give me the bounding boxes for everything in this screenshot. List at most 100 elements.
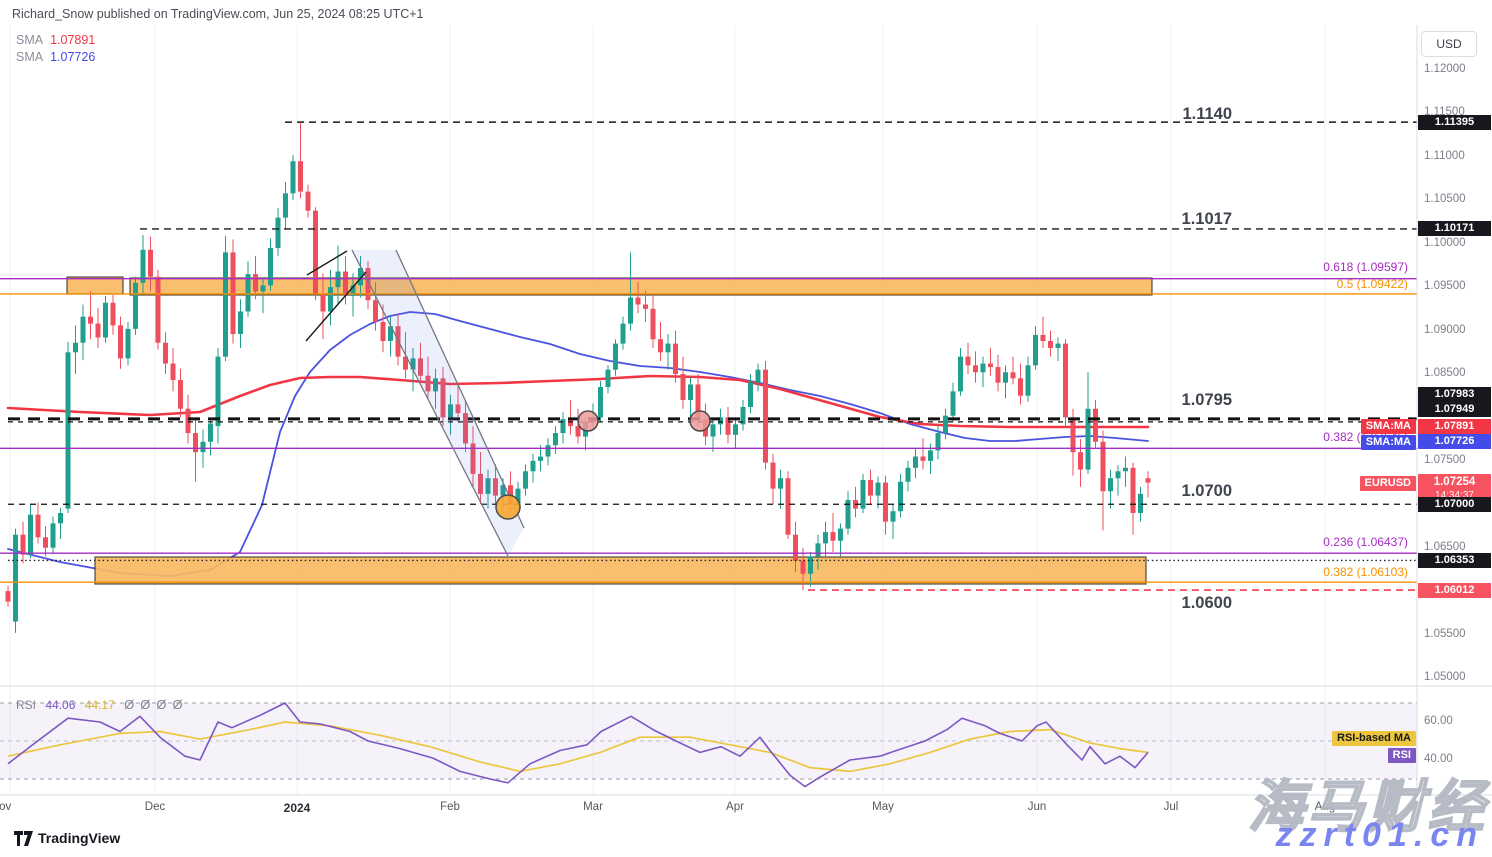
sma-legend-row-1[interactable]: SMA 1.07891 [16,31,95,49]
retest-circle-marker[interactable] [577,410,599,432]
candle-body [643,304,648,309]
candle-body [928,450,933,461]
fib-label: 0.5 (1.09422) [1336,277,1408,291]
candle-body [770,462,776,489]
price-annotation: 1.0795 [1181,391,1232,409]
candle-body [890,511,896,522]
channel-rail[interactable] [351,249,509,557]
sma-legend-row-2[interactable]: SMA 1.07726 [16,48,95,66]
time-axis-label-apr[interactable]: Apr [726,801,744,813]
candle-body [140,249,146,283]
candle-body [988,363,993,368]
channel-rail[interactable] [395,249,525,529]
candle-body [1033,334,1038,366]
candle-body [973,365,978,373]
candle-body [1078,452,1083,470]
candle-body [50,523,56,548]
candle-body [418,358,423,376]
price-tick-label: 1.12000 [1424,63,1466,75]
retest-circle-marker[interactable] [495,494,521,520]
candle-body [170,363,176,381]
candle-body [1040,334,1046,341]
candle-body [148,249,153,277]
candle-body [823,532,828,544]
pennant-trendline[interactable] [306,250,348,276]
price-scale-label: 1.10171 [1418,221,1491,237]
pennant-trendline[interactable] [305,271,367,342]
candle-body [1070,417,1076,453]
candle-body [530,460,536,472]
candle-body [905,467,911,482]
time-axis-label-nov[interactable]: Nov [0,801,12,813]
eye-off-icon[interactable]: Ø [124,697,135,712]
candle-body [1003,372,1008,383]
bar-countdown: 14:34:37 [1435,490,1474,501]
supply-demand-zone[interactable] [94,556,1147,585]
price-scale-label: 1.07949 [1418,401,1491,417]
price-tick-label: 1.05500 [1424,627,1466,640]
currency-usd-button[interactable]: USD [1421,31,1477,57]
candle-body [860,479,866,509]
candle-body [208,423,213,442]
candle-body [763,369,768,463]
candle-body [133,282,138,329]
candle-body [515,488,521,505]
candle-body [35,514,41,538]
candle-body [313,210,318,295]
eye-off-icon[interactable]: Ø [172,697,183,712]
price-tick-label: 1.11000 [1424,149,1465,162]
candle-body [275,217,281,249]
candle-body [898,481,903,512]
candle-body [215,356,221,427]
time-axis-label-2024[interactable]: 2024 [283,801,311,815]
candle-body [88,316,93,324]
candle-body [1048,340,1053,348]
candle-body [725,417,731,435]
retest-circle-marker[interactable] [689,410,711,432]
candle-body [328,287,333,312]
price-scale-label: 1.06012 [1418,582,1491,598]
candle-body [650,308,656,340]
candle-body [875,482,881,496]
time-axis-label-aug[interactable]: Aug [1314,801,1336,813]
candle-body [598,387,603,418]
candle-body [373,300,378,322]
candle-body [388,326,393,341]
time-axis-label-jul[interactable]: Jul [1163,801,1179,813]
fib-label: 0.236 (1.06437) [1323,535,1408,549]
candle-body [103,302,108,338]
supply-demand-zone[interactable] [129,277,1153,296]
tradingview-logo-text: TradingView [38,830,121,846]
time-axis-label-jun[interactable]: Jun [1027,801,1047,813]
candle-body [95,323,101,338]
price-scale-label: 1.11395 [1418,115,1491,131]
tradingview-logo[interactable]: TradingView [14,830,120,846]
eye-off-icon[interactable]: Ø [156,697,167,712]
candle-body [628,297,633,324]
rsi-ma-value: 44.17 [84,698,115,712]
time-axis-label-feb[interactable]: Feb [440,801,460,813]
supply-demand-zone[interactable] [66,276,124,295]
candle-body [200,441,206,453]
candle-body [73,342,78,353]
eye-off-icon[interactable]: Ø [140,697,151,712]
candle-body [1093,408,1098,442]
candle-body [620,323,626,344]
candle-body [1115,471,1121,479]
rsi-tick-label: 40.00 [1424,753,1453,765]
candle-body [253,274,258,292]
candle-body [658,339,663,353]
time-axis-label-mar[interactable]: Mar [583,801,603,813]
time-axis-label-dec[interactable]: Dec [144,801,166,813]
candle-body [958,356,963,392]
candle-body [320,294,326,312]
price-tick-label: 1.05000 [1424,671,1466,683]
candle-body [665,343,671,353]
time-axis-label-may[interactable]: May [872,801,894,813]
candle-body [283,193,288,218]
rsi-value: 44.06 [45,698,76,712]
candle-body [718,417,723,425]
candle-body [995,367,1001,383]
